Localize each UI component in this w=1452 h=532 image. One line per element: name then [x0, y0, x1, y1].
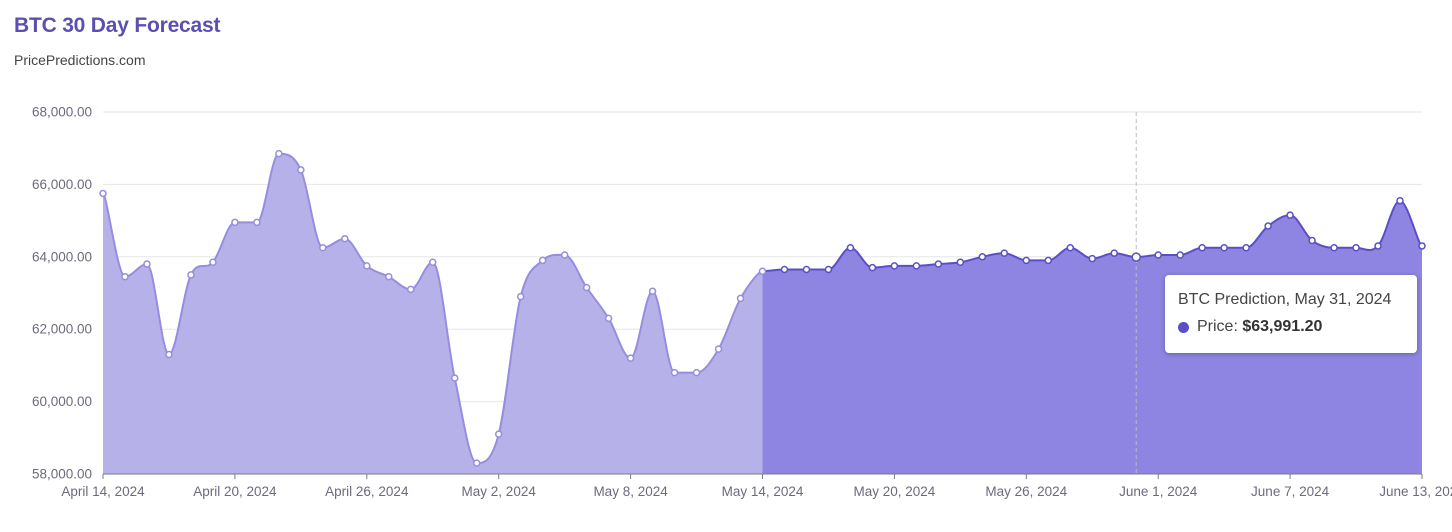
history-point[interactable] — [714, 345, 723, 353]
history-point[interactable] — [319, 244, 327, 252]
forecast-point[interactable] — [1286, 211, 1294, 219]
x-tick-label: April 14, 2024 — [61, 484, 145, 499]
x-tick-label: April 26, 2024 — [325, 484, 409, 499]
forecast-point[interactable] — [1396, 196, 1404, 205]
history-point[interactable] — [231, 218, 239, 227]
forecast-point[interactable] — [868, 263, 877, 272]
history-point[interactable] — [516, 292, 525, 301]
x-tick-label: May 26, 2024 — [985, 484, 1067, 499]
forecast-point[interactable] — [956, 258, 965, 266]
data-points[interactable] — [99, 149, 1426, 467]
x-tick-label: June 13, 2024 — [1379, 484, 1452, 499]
tooltip-price-value: $63,991.20 — [1242, 318, 1323, 335]
x-tick-label: June 7, 2024 — [1251, 484, 1330, 499]
forecast-point[interactable] — [1022, 256, 1031, 265]
x-tick-label: May 14, 2024 — [722, 484, 804, 499]
y-tick-label: 62,000.00 — [32, 322, 92, 337]
forecast-point[interactable] — [1198, 244, 1206, 252]
axes: 58,000.00 60,000.00 62,000.00 64,000.00 66,0… — [32, 105, 1452, 500]
forecast-point[interactable] — [1308, 236, 1316, 245]
history-point[interactable] — [253, 218, 261, 227]
history-point[interactable] — [494, 430, 503, 438]
forecast-point[interactable] — [1220, 244, 1228, 252]
history-point[interactable] — [626, 354, 635, 362]
history-point[interactable] — [604, 314, 613, 323]
forecast-point[interactable] — [1330, 244, 1338, 252]
history-point[interactable] — [407, 285, 415, 294]
history-point[interactable] — [275, 149, 283, 158]
history-point[interactable] — [99, 189, 107, 198]
history-point[interactable] — [341, 234, 349, 243]
history-point[interactable] — [143, 260, 151, 268]
history-point[interactable] — [385, 272, 393, 281]
y-tick-label: 68,000.00 — [32, 105, 92, 120]
chart-title: BTC 30 Day Forecast — [14, 14, 221, 37]
history-point[interactable] — [363, 262, 371, 270]
history-point[interactable] — [670, 368, 679, 377]
x-tick-label: April 20, 2024 — [193, 484, 277, 499]
history-point[interactable] — [429, 258, 437, 266]
forecast-point[interactable] — [824, 265, 833, 274]
history-point[interactable] — [297, 166, 305, 174]
tooltip-price-label: Price: — [1197, 318, 1238, 335]
forecast-point[interactable] — [890, 262, 899, 270]
forecast-point[interactable] — [802, 265, 811, 274]
tooltip-price-row: Price: $63,991.20 — [1178, 318, 1417, 336]
highlight-point[interactable] — [1131, 252, 1141, 262]
forecast-point[interactable] — [846, 244, 855, 252]
forecast-area-fill — [762, 200, 1422, 474]
forecast-point[interactable] — [1044, 256, 1053, 265]
history-point[interactable] — [582, 283, 591, 292]
x-tick-label: June 1, 2024 — [1119, 484, 1198, 499]
history-point[interactable] — [472, 459, 481, 467]
forecast-point[interactable] — [1110, 249, 1118, 257]
history-point[interactable] — [450, 374, 459, 382]
prediction-tooltip: BTC Prediction, May 31, 2024 Price: $63,… — [1165, 275, 1417, 353]
forecast-point[interactable] — [780, 265, 789, 274]
tooltip-heading: BTC Prediction, May 31, 2024 — [1178, 291, 1392, 308]
y-tick-label: 64,000.00 — [32, 249, 92, 264]
history-point[interactable] — [187, 271, 195, 279]
history-point[interactable] — [648, 287, 657, 295]
x-tick-label: May 20, 2024 — [853, 484, 935, 499]
y-tick-label: 58,000.00 — [32, 467, 92, 482]
history-point[interactable] — [692, 368, 701, 377]
forecast-point[interactable] — [1088, 254, 1096, 263]
forecast-point[interactable] — [1352, 244, 1360, 252]
history-point[interactable] — [758, 267, 767, 276]
forecast-point[interactable] — [912, 262, 921, 270]
chart-subtitle: PricePredictions.com — [14, 52, 146, 68]
forecast-point[interactable] — [978, 253, 987, 261]
y-tick-label: 66,000.00 — [32, 177, 92, 192]
history-point[interactable] — [121, 272, 129, 281]
forecast-point[interactable] — [1264, 222, 1272, 230]
y-tick-label: 60,000.00 — [32, 394, 92, 409]
forecast-point[interactable] — [1066, 244, 1075, 252]
history-point[interactable] — [209, 258, 217, 266]
forecast-point[interactable] — [934, 260, 943, 268]
history-point[interactable] — [538, 256, 547, 265]
history-point[interactable] — [736, 294, 745, 303]
forecast-point[interactable] — [1418, 242, 1426, 250]
history-point[interactable] — [560, 251, 569, 259]
forecast-point[interactable] — [1176, 251, 1184, 259]
forecast-point[interactable] — [1242, 244, 1250, 252]
history-area-fill — [103, 153, 763, 474]
forecast-point[interactable] — [1154, 251, 1162, 259]
x-tick-label: May 2, 2024 — [462, 484, 537, 499]
series-dot-icon — [1178, 321, 1189, 333]
x-tick-label: May 8, 2024 — [593, 484, 668, 499]
forecast-point[interactable] — [1374, 242, 1382, 250]
history-point[interactable] — [165, 350, 173, 359]
forecast-point[interactable] — [1000, 249, 1009, 257]
